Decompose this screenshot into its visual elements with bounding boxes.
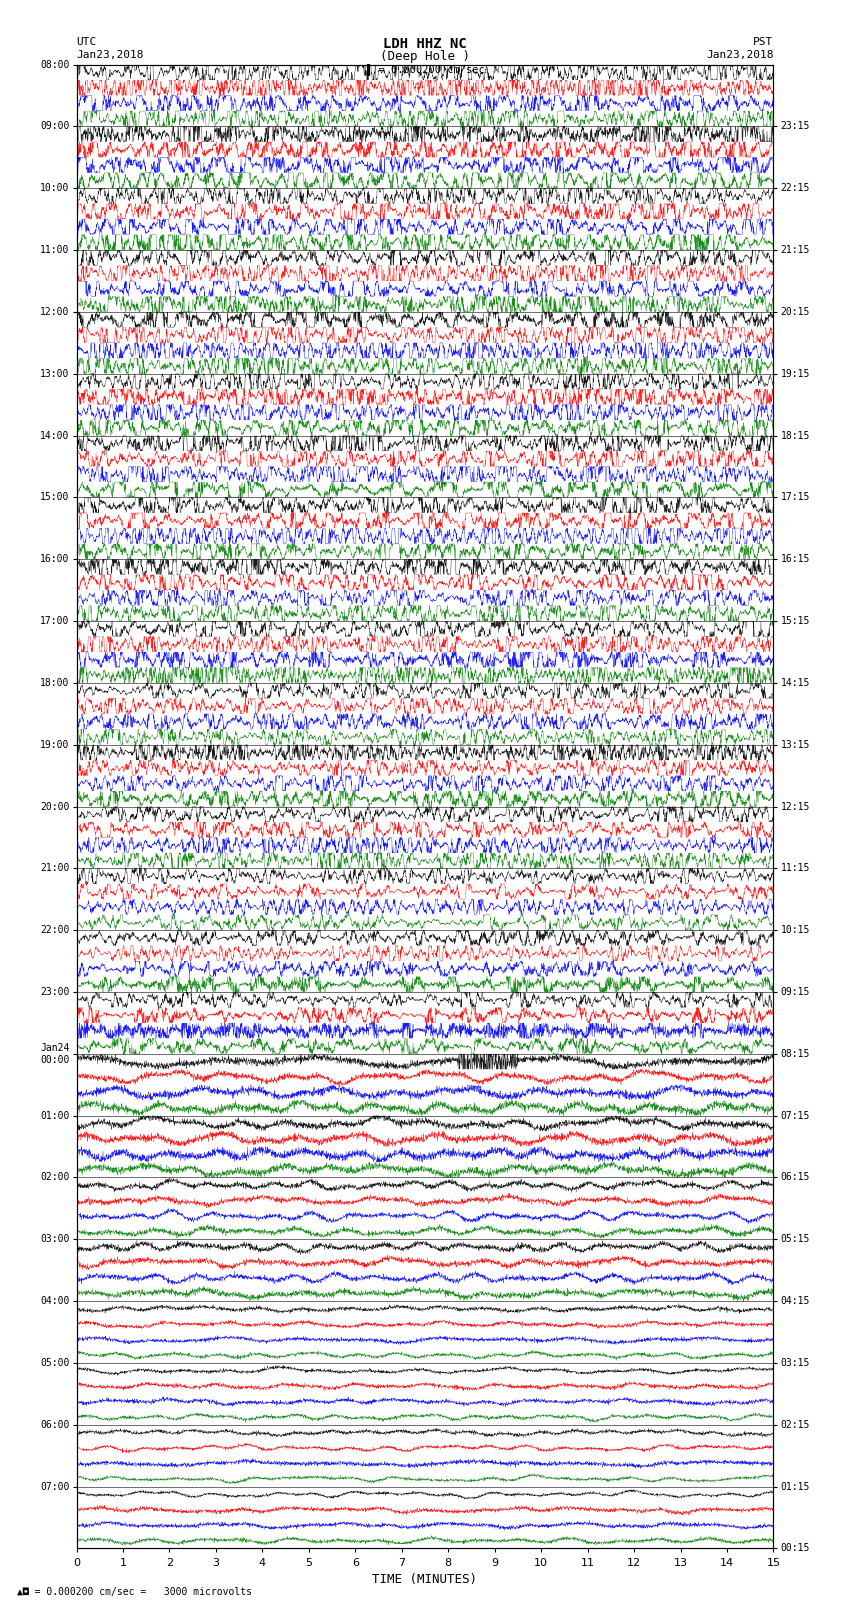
Text: Jan23,2018: Jan23,2018 (706, 50, 774, 60)
Text: LDH HHZ NC: LDH HHZ NC (383, 37, 467, 52)
Text: PST: PST (753, 37, 774, 47)
Text: ▲◘ = 0.000200 cm/sec =   3000 microvolts: ▲◘ = 0.000200 cm/sec = 3000 microvolts (17, 1587, 252, 1597)
Text: (Deep Hole ): (Deep Hole ) (380, 50, 470, 63)
Text: UTC: UTC (76, 37, 97, 47)
Text: Jan23,2018: Jan23,2018 (76, 50, 144, 60)
Text: ▌ = 0.000200 cm/sec: ▌ = 0.000200 cm/sec (366, 63, 484, 74)
X-axis label: TIME (MINUTES): TIME (MINUTES) (372, 1573, 478, 1586)
